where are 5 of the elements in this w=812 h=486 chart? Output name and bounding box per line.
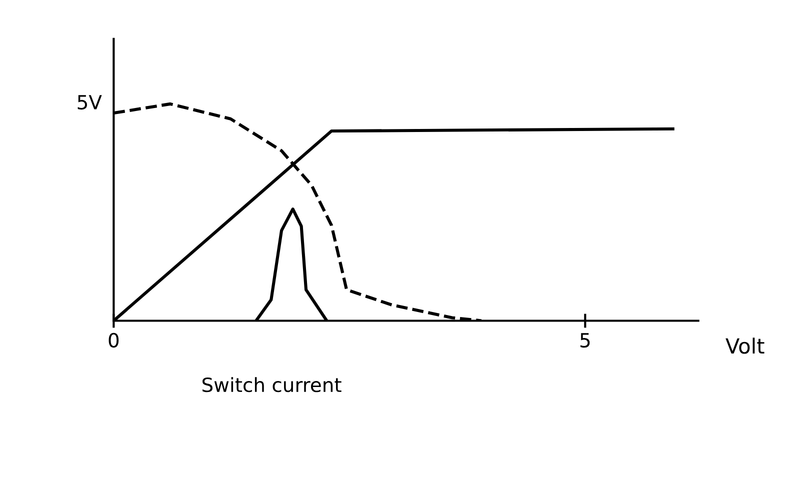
text: Switch current (202, 377, 342, 392)
x-tick-label: 0 (108, 332, 119, 348)
text: 5V (78, 95, 102, 110)
x-axis-title: Volt (726, 338, 764, 354)
x-tick-label: 5 (580, 333, 590, 348)
